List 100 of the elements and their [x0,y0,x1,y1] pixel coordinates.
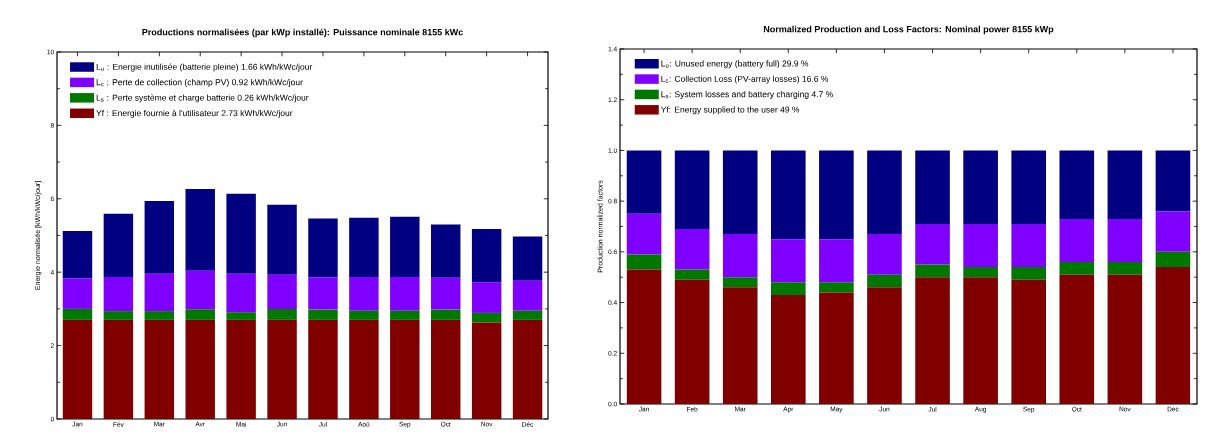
legend-label: L$_{u}$ : Energie inutilisée (batterie pleine) 1.66 kWh/kWc/jour [96,63,313,72]
bar [722,150,758,235]
bar [62,319,93,419]
bar [390,216,420,277]
bar [349,217,379,277]
bar [390,276,420,311]
bar [867,234,902,275]
bar [430,319,461,419]
bar [471,312,502,323]
bar [1059,261,1095,275]
bar [144,200,175,274]
bar [185,270,215,310]
bar [185,319,215,419]
bar [867,150,902,235]
bar [915,277,950,404]
chart-title: Productions normalisées (par kWp installé): Puissance nominale 8155 kWc [142,28,463,38]
bar [963,223,998,268]
legend-label: L$_{u}$: Unused energy (battery full) 29.9 % [661,60,809,69]
bar [1011,150,1047,224]
bar [185,309,215,320]
bar [1155,267,1191,404]
bar [1059,274,1095,404]
bar [770,282,806,295]
bar [819,150,854,240]
bar [1107,261,1143,275]
bar [144,319,175,419]
bar [1011,279,1047,404]
bar [963,150,998,224]
bar [512,236,543,281]
bar [626,213,662,255]
bar [430,224,461,278]
bar [722,277,758,288]
bar [915,223,950,265]
bar [62,278,93,309]
bar [674,279,710,404]
bar [1107,150,1143,219]
bar [626,254,662,270]
bar [62,308,93,320]
bar [674,150,710,230]
bar [1155,251,1191,268]
legend-label: L$_{c}$ : Perte de collection (champ PV) 0.92 kWh/kWc/jour [96,78,303,87]
bar [267,319,297,419]
legend-label: Yf: Energy supplied to the user 49 % [660,106,800,115]
bar [1107,274,1143,404]
bar [267,308,297,320]
bar [349,276,379,311]
bar [62,231,93,279]
bar [1155,150,1191,212]
bar [626,150,662,214]
bar [430,309,461,320]
bar [226,273,256,313]
bar [103,213,134,277]
bar [1059,150,1095,219]
bar [349,319,379,419]
bar [512,319,543,419]
bar [103,319,134,419]
bar [308,277,338,310]
bar [915,150,950,224]
bar [267,274,297,309]
bar [819,282,854,293]
bar [471,228,502,283]
legend-label: Yf : Energie fournie à l'utilisateur 2.73 kWh/kWc/jour [96,109,293,118]
legend-label: L$_{s}$ : Perte système et charge batterie 0.26 kWh/kWc/jour [96,94,309,103]
bar [1059,218,1095,262]
bar [390,310,420,320]
bar [867,274,902,288]
chart-title: Normalized Production and Loss Factors: Nominal power 8155 kWp [763,25,1054,35]
bar [770,239,806,283]
bar [349,310,379,320]
bar [819,292,854,404]
bar [308,218,338,278]
bar [512,310,543,320]
bar [867,287,902,404]
bar [103,311,134,320]
bar [819,239,854,283]
bar [915,264,950,278]
bar [144,311,175,320]
bar [471,322,502,419]
bar [674,229,710,270]
bar [770,294,806,404]
bar [963,267,998,278]
bar [226,193,256,274]
bar [722,234,758,278]
bar [770,150,806,240]
bar [471,282,502,313]
bar [103,276,134,312]
legend-label: L$_{s}$: System losses and battery charging 4.7 % [661,91,833,99]
bar [1011,223,1047,268]
legend-label: L$_{c}$: Collection Loss (PV-array losses) 16.6 % [661,75,829,84]
bar [267,204,297,275]
bar [390,319,420,419]
bar [226,319,256,419]
bar [963,277,998,404]
bar [722,287,758,404]
bar [430,277,461,310]
bar [626,269,662,404]
bar [308,309,338,320]
bar [1155,211,1191,252]
bar [1107,218,1143,262]
bar [308,319,338,419]
